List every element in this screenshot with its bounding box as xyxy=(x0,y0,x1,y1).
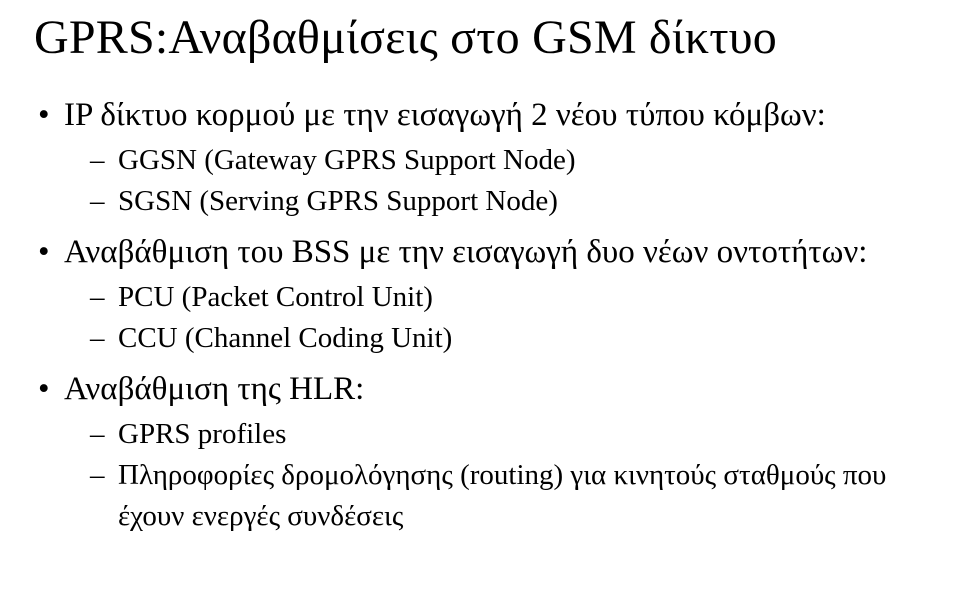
sub-item: CCU (Channel Coding Unit) xyxy=(64,318,926,359)
sub-text: Πληροφορίες δρομολόγησης (routing) για κ… xyxy=(118,459,886,532)
slide: GPRS:Αναβαθμίσεις στο GSM δίκτυο IP δίκτ… xyxy=(0,0,960,612)
slide-title: GPRS:Αναβαθμίσεις στο GSM δίκτυο xyxy=(34,10,926,65)
sub-text: GGSN (Gateway GPRS Support Node) xyxy=(118,144,576,176)
bullet-item: Αναβάθμιση της HLR: GPRS profiles Πληροφ… xyxy=(34,367,926,537)
sub-text: GPRS profiles xyxy=(118,418,286,450)
bullet-item: Αναβάθμιση του BSS με την εισαγωγή δυο ν… xyxy=(34,230,926,359)
sub-item: GGSN (Gateway GPRS Support Node) xyxy=(64,140,926,181)
bullet-text: IP δίκτυο κορμού με την εισαγωγή 2 νέου … xyxy=(64,97,826,133)
sub-list: GGSN (Gateway GPRS Support Node) SGSN (S… xyxy=(64,140,926,222)
sub-text: PCU (Packet Control Unit) xyxy=(118,281,433,313)
bullet-text: Αναβάθμιση του BSS με την εισαγωγή δυο ν… xyxy=(64,234,867,270)
bullet-list: IP δίκτυο κορμού με την εισαγωγή 2 νέου … xyxy=(34,93,926,537)
sub-list: PCU (Packet Control Unit) CCU (Channel C… xyxy=(64,277,926,359)
sub-text: SGSN (Serving GPRS Support Node) xyxy=(118,185,558,217)
sub-item: Πληροφορίες δρομολόγησης (routing) για κ… xyxy=(64,455,926,537)
sub-item: SGSN (Serving GPRS Support Node) xyxy=(64,181,926,222)
sub-item: GPRS profiles xyxy=(64,414,926,455)
sub-list: GPRS profiles Πληροφορίες δρομολόγησης (… xyxy=(64,414,926,538)
sub-item: PCU (Packet Control Unit) xyxy=(64,277,926,318)
bullet-text: Αναβάθμιση της HLR: xyxy=(64,371,364,407)
sub-text: CCU (Channel Coding Unit) xyxy=(118,322,452,354)
bullet-item: IP δίκτυο κορμού με την εισαγωγή 2 νέου … xyxy=(34,93,926,222)
